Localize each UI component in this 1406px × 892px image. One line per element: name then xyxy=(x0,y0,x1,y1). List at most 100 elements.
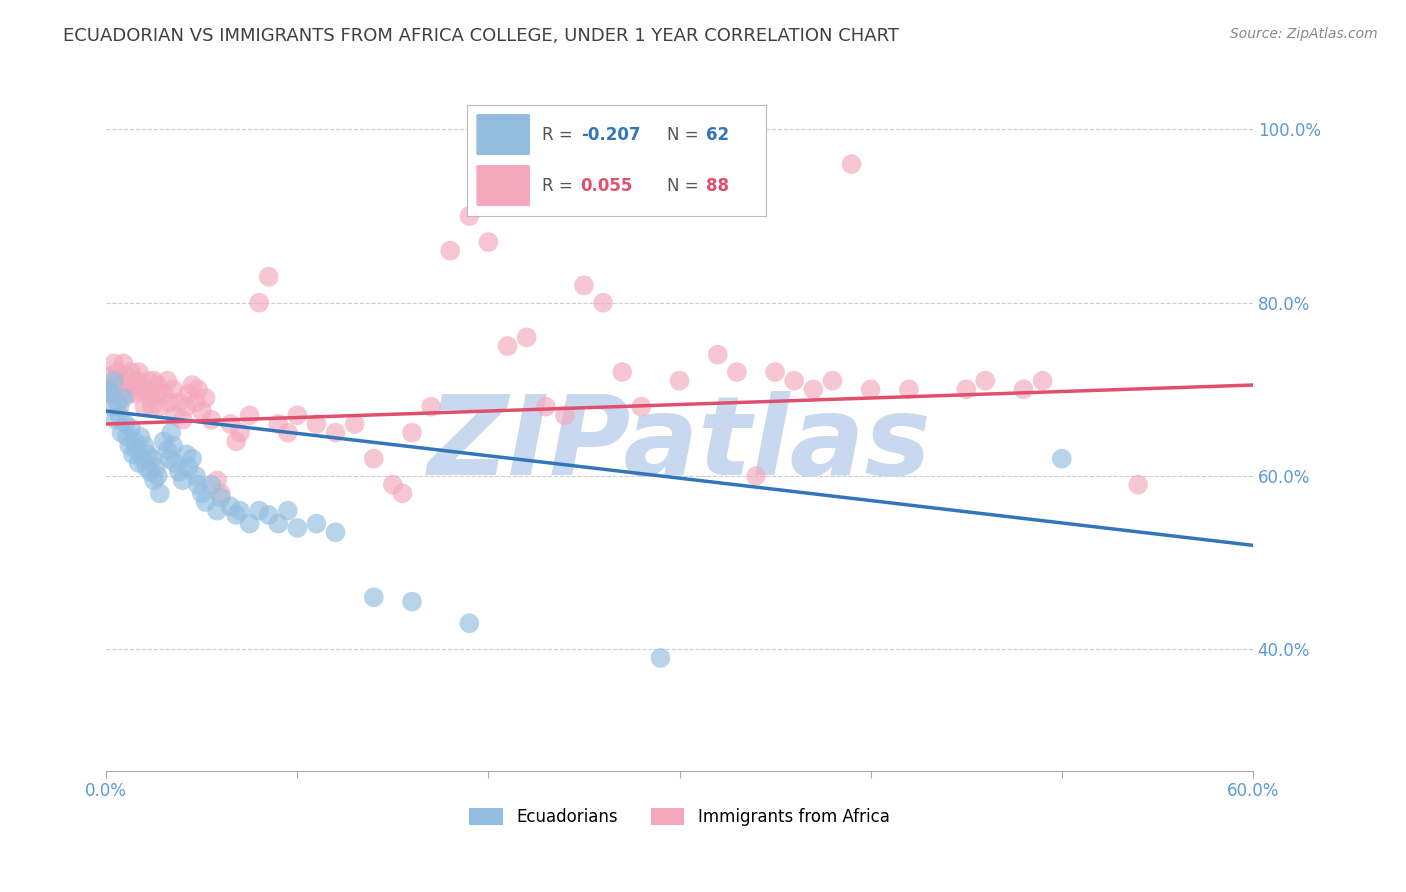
Point xyxy=(191,486,214,500)
Point xyxy=(167,395,190,409)
Point xyxy=(225,508,247,522)
Point xyxy=(114,417,136,431)
Point xyxy=(134,439,156,453)
Point xyxy=(267,516,290,531)
Point xyxy=(229,503,252,517)
Point xyxy=(238,409,260,423)
Point xyxy=(401,594,423,608)
Point xyxy=(363,451,385,466)
Point xyxy=(112,391,135,405)
Point xyxy=(305,417,328,431)
Point xyxy=(572,278,595,293)
Text: ECUADORIAN VS IMMIGRANTS FROM AFRICA COLLEGE, UNDER 1 YEAR CORRELATION CHART: ECUADORIAN VS IMMIGRANTS FROM AFRICA COL… xyxy=(63,27,900,45)
Point xyxy=(801,382,824,396)
Point xyxy=(118,386,141,401)
Point xyxy=(172,412,194,426)
Point xyxy=(110,425,132,440)
Point xyxy=(247,295,270,310)
Point xyxy=(194,391,217,405)
Point xyxy=(98,369,121,384)
Point xyxy=(1050,451,1073,466)
Point xyxy=(1032,374,1054,388)
Point xyxy=(177,386,200,401)
Point xyxy=(219,500,242,514)
Legend: Ecuadorians, Immigrants from Africa: Ecuadorians, Immigrants from Africa xyxy=(463,802,896,833)
Point xyxy=(205,503,228,517)
Point xyxy=(135,382,157,396)
Point xyxy=(277,503,299,517)
Point xyxy=(156,374,179,388)
Point xyxy=(97,382,120,396)
Point xyxy=(859,382,882,396)
Point xyxy=(163,409,186,423)
Point xyxy=(763,365,786,379)
Point xyxy=(458,209,481,223)
Point xyxy=(162,439,184,453)
Point xyxy=(112,356,135,370)
Point xyxy=(401,425,423,440)
Point xyxy=(124,386,146,401)
Point xyxy=(136,374,159,388)
Point xyxy=(125,374,148,388)
Point xyxy=(141,400,163,414)
Point xyxy=(200,477,222,491)
Point xyxy=(191,404,214,418)
Point xyxy=(285,521,308,535)
Point xyxy=(363,591,385,605)
Point xyxy=(187,382,209,396)
Point xyxy=(612,365,634,379)
Point xyxy=(107,365,129,379)
Point xyxy=(146,378,169,392)
Text: ZIPatlas: ZIPatlas xyxy=(427,392,931,499)
Point xyxy=(181,451,204,466)
Point xyxy=(141,451,163,466)
Point xyxy=(163,456,186,470)
Point xyxy=(143,374,166,388)
Point xyxy=(122,447,145,461)
Point xyxy=(209,491,232,505)
Point xyxy=(176,400,198,414)
Point xyxy=(134,400,156,414)
Point xyxy=(257,508,280,522)
Point xyxy=(725,365,748,379)
Point xyxy=(420,400,443,414)
Point xyxy=(167,465,190,479)
Point xyxy=(181,378,204,392)
Point xyxy=(124,434,146,449)
Point xyxy=(267,417,290,431)
Text: Source: ZipAtlas.com: Source: ZipAtlas.com xyxy=(1230,27,1378,41)
Point xyxy=(157,395,180,409)
Point xyxy=(118,439,141,453)
Point xyxy=(745,469,768,483)
Point xyxy=(516,330,538,344)
Point xyxy=(439,244,461,258)
Point xyxy=(114,382,136,396)
Point xyxy=(152,434,174,449)
Point xyxy=(554,409,576,423)
Point xyxy=(101,400,124,414)
Point xyxy=(157,451,180,466)
Point xyxy=(1012,382,1035,396)
Point xyxy=(107,395,129,409)
Point xyxy=(135,460,157,475)
Point xyxy=(974,374,997,388)
Point xyxy=(668,374,690,388)
Point xyxy=(229,425,252,440)
Point xyxy=(136,447,159,461)
Point xyxy=(101,386,124,401)
Point xyxy=(120,421,142,435)
Point xyxy=(257,269,280,284)
Point xyxy=(128,456,150,470)
Point xyxy=(187,477,209,491)
Point xyxy=(128,365,150,379)
Point xyxy=(325,525,347,540)
Point xyxy=(103,374,125,388)
Point xyxy=(110,374,132,388)
Point xyxy=(277,425,299,440)
Point xyxy=(458,616,481,631)
Point xyxy=(783,374,806,388)
Point xyxy=(841,157,863,171)
Point xyxy=(285,409,308,423)
Point xyxy=(897,382,920,396)
Point xyxy=(125,442,148,457)
